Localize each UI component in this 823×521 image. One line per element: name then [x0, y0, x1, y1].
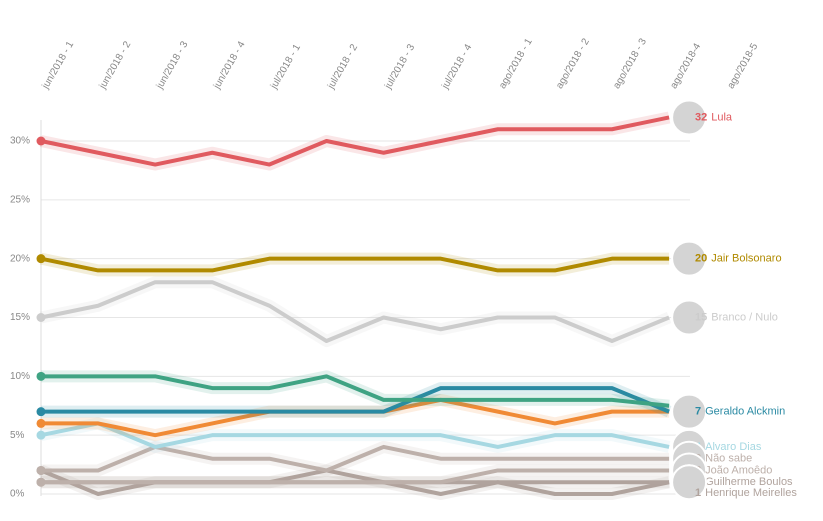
series-line	[41, 386, 670, 414]
x-tick-label: jul/2018 - 3	[382, 42, 417, 92]
y-tick-label: 15%	[10, 312, 30, 323]
portrait	[671, 99, 708, 136]
y-tick-label: 0%	[10, 489, 25, 500]
start-dot	[36, 254, 46, 264]
start-dot	[36, 477, 46, 487]
y-tick-label: 25%	[10, 194, 30, 205]
x-tick-label: ago/2018-5	[726, 41, 761, 91]
legend-label: Jair Bolsonaro	[711, 253, 781, 265]
end-value: 7	[695, 406, 701, 418]
x-tick-label: ago/2018 - 1	[497, 36, 535, 91]
x-tick-label: jul/2018 - 2	[325, 42, 360, 92]
end-label: 1 Henrique Meirelles	[695, 487, 797, 499]
start-dot	[36, 418, 46, 428]
series-line	[40, 280, 670, 344]
x-tick-label: jun/2018 - 4	[211, 39, 248, 91]
portrait	[671, 393, 708, 430]
legend-label: Henrique Meirelles	[705, 487, 797, 499]
x-tick-label: jun/2018 - 2	[97, 39, 134, 91]
start-dot	[36, 136, 46, 146]
x-tick-label: ago/2018 - 2	[554, 36, 592, 91]
series-line	[40, 256, 670, 273]
end-label: 20 Jair Bolsonaro	[695, 253, 782, 265]
y-tick-label: 30%	[10, 136, 30, 147]
end-label: 2João Amoêdo	[695, 464, 772, 476]
end-label: 7 Geraldo Alckmin	[695, 406, 785, 418]
end-value: 1	[695, 487, 701, 499]
start-dot	[36, 371, 46, 381]
x-tick-label: jul/2018 - 4	[440, 42, 475, 92]
legend-label: Branco / Nulo	[711, 311, 778, 323]
legend-label: Geraldo Alckmin	[705, 406, 785, 418]
end-label: 32 Lula	[695, 111, 733, 123]
start-dot	[36, 430, 46, 440]
legend-label: Alvaro Dias	[705, 441, 762, 453]
x-tick-label: ago/2018-4	[668, 41, 703, 91]
y-tick-label: 20%	[10, 253, 30, 264]
series-line	[41, 468, 670, 485]
portrait	[671, 299, 708, 336]
x-tick-label: jul/2018 - 1	[268, 42, 303, 92]
y-tick-label: 5%	[10, 430, 25, 441]
legend-label: Guilherme Boulos	[705, 476, 793, 488]
end-value: 32	[695, 111, 707, 123]
end-value: 15	[695, 311, 707, 323]
legend-label: Não sabe	[705, 453, 752, 465]
start-dot	[36, 407, 46, 417]
x-tick-label: jun/2018 - 3	[154, 39, 191, 91]
series-line	[40, 115, 670, 167]
y-tick-label: 10%	[10, 371, 30, 382]
x-tick-label: jun/2018 - 1	[40, 39, 77, 91]
portrait	[671, 464, 708, 501]
legend-label: João Amoêdo	[705, 464, 772, 476]
legend-label: Lula	[711, 111, 733, 123]
end-value: 20	[695, 253, 707, 265]
series-line	[40, 421, 670, 449]
x-tick-label: ago/2018 - 3	[611, 36, 649, 91]
series-line	[41, 444, 670, 473]
start-dot	[36, 313, 46, 322]
start-dot	[36, 465, 46, 475]
end-label: 15 Branco / Nulo	[695, 311, 778, 323]
portrait	[671, 240, 708, 277]
series-line	[41, 374, 670, 408]
